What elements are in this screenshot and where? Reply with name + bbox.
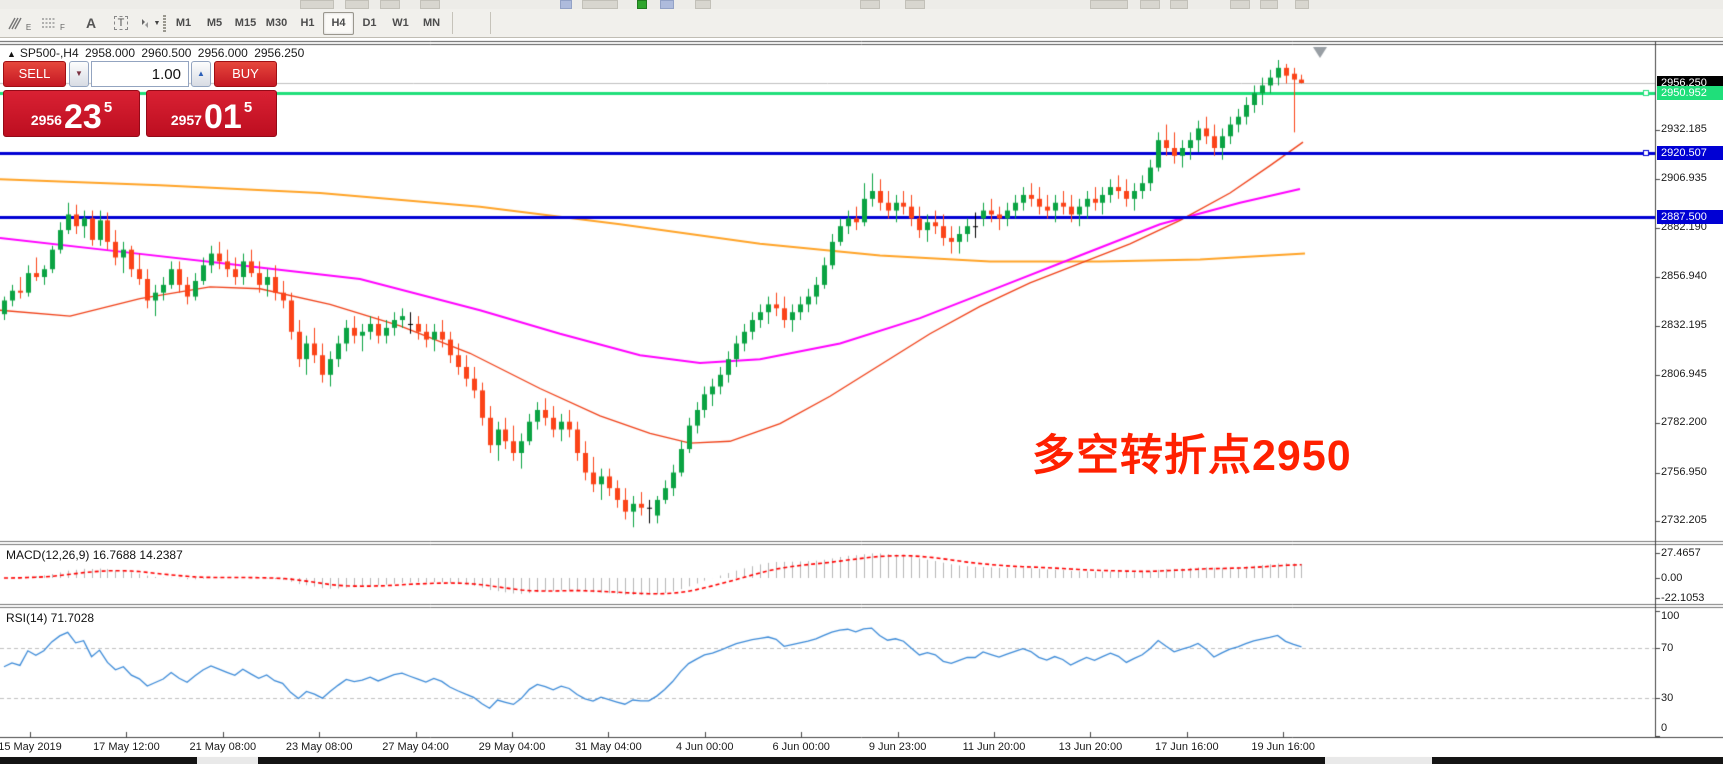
rsi-indicator-label: RSI(14) 71.7028: [6, 611, 95, 625]
time-tick-label: 4 Jun 00:00: [676, 741, 734, 753]
bid-price-quote[interactable]: 2956 23 5: [3, 90, 140, 137]
price-tick-label: 2782.200: [1661, 416, 1707, 429]
time-tick-label: 29 May 04:00: [478, 741, 546, 753]
low-value: 2956.000: [197, 46, 248, 60]
taskbar-window-button[interactable]: [1325, 757, 1432, 764]
one-click-trade-panel: SELL ▼ ▲ BUY 2956 23 5 2957 01 5: [3, 61, 277, 137]
time-tick-label: 27 May 04:00: [382, 741, 449, 753]
rsi-tick-label: 100: [1661, 610, 1680, 622]
rsi-tick-label: 0: [1661, 722, 1668, 734]
macd-tick-label: -22.1053: [1661, 592, 1705, 604]
price-tick-label: 2806.945: [1661, 367, 1707, 380]
open-value: 2958.000: [84, 46, 136, 60]
macd-tick-label: 0.00: [1661, 572, 1683, 584]
time-tick-label: 9 Jun 23:00: [868, 741, 927, 753]
price-tick-label: 2732.205: [1661, 514, 1707, 526]
hline-price-label: 2920.507: [1657, 145, 1723, 160]
ask-price-quote[interactable]: 2957 01 5: [146, 90, 277, 137]
time-tick-label: 17 Jun 16:00: [1154, 741, 1219, 753]
direction-up-icon: ▲: [7, 49, 16, 59]
macd-tick-label: 27.4657: [1661, 547, 1701, 559]
price-tick-label: 2932.185: [1661, 123, 1707, 136]
hline-price-label: 2950.952: [1657, 86, 1723, 101]
price-tick-label: 2756.950: [1661, 465, 1707, 478]
buy-button[interactable]: BUY: [214, 61, 277, 87]
volume-increase-button[interactable]: ▲: [191, 61, 211, 87]
hline-price-label: 2887.500: [1657, 210, 1723, 225]
volume-input[interactable]: [91, 61, 189, 87]
bid-point: 5: [103, 99, 113, 116]
rsi-tick-label: 70: [1661, 642, 1674, 654]
chart-symbol-header: ▲ SP500-,H4 2958.000 2960.500 2956.000 29…: [7, 46, 307, 60]
macd-indicator-label: MACD(12,26,9) 16.7688 14.2387: [6, 548, 183, 562]
taskbar-window-button[interactable]: [197, 757, 258, 764]
time-tick-label: 19 Jun 16:00: [1251, 741, 1315, 753]
price-tick-label: 2856.940: [1661, 270, 1707, 283]
ask-point: 5: [243, 99, 253, 116]
chart-annotation-text[interactable]: 多空转折点2950: [1032, 432, 1352, 480]
close-value: 2956.250: [254, 46, 305, 60]
bid-prefix: 2956: [30, 112, 62, 128]
sell-button[interactable]: SELL: [3, 61, 66, 87]
rsi-tick-label: 30: [1661, 692, 1674, 704]
high-value: 2960.500: [141, 46, 192, 60]
price-tick-label: 2906.935: [1661, 172, 1707, 185]
time-tick-label: 13 Jun 20:00: [1058, 741, 1123, 753]
bid-pips: 23: [63, 98, 102, 136]
time-tick-label: 31 May 04:00: [575, 741, 642, 753]
ask-prefix: 2957: [170, 112, 202, 128]
time-tick-label: 6 Jun 00:00: [772, 741, 830, 753]
time-tick-label: 23 May 08:00: [285, 741, 353, 753]
price-tick-label: 2832.195: [1661, 318, 1707, 331]
taskbar-strip[interactable]: [0, 757, 1723, 764]
volume-decrease-button[interactable]: ▼: [69, 61, 89, 87]
time-tick-label: 11 Jun 20:00: [962, 741, 1026, 753]
symbol-period-label: SP500-,H4: [19, 46, 79, 60]
ask-pips: 01: [203, 98, 242, 136]
time-tick-label: 17 May 12:00: [93, 741, 160, 753]
time-tick-label: 15 May 2019: [0, 741, 62, 753]
time-tick-label: 21 May 08:00: [189, 741, 257, 753]
